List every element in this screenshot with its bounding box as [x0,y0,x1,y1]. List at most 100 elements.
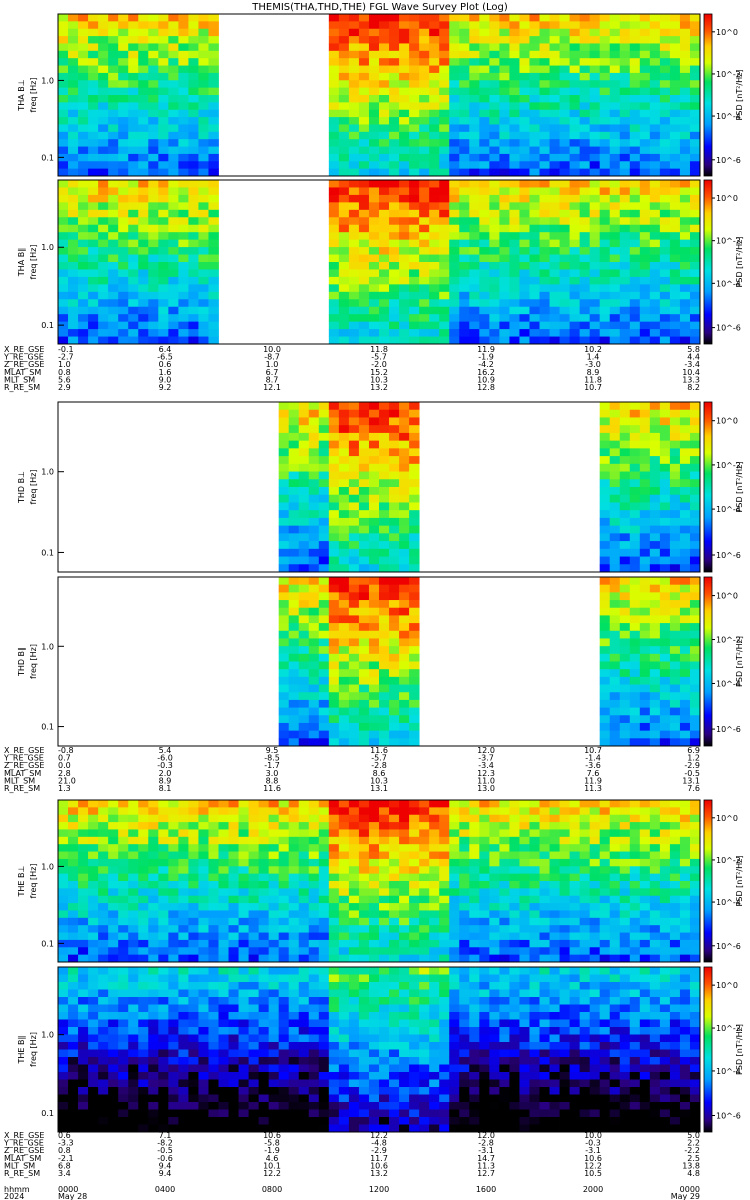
heatmap-cell [679,254,691,263]
heatmap-cell [429,65,440,74]
heatmap-cell [449,21,460,30]
heatmap-cell [419,146,430,155]
heatmap-cell [649,730,661,739]
heatmap-cell [659,903,671,911]
heatmap-cell [459,858,470,867]
heatmap-cell [549,180,560,188]
heatmap-cell [409,533,420,542]
heatmap-cell [569,829,581,838]
heatmap-cell [679,239,691,248]
heatmap-cell [549,28,560,37]
heatmap-cell [228,800,239,808]
heatmap-cell [68,895,79,904]
heatmap-cell [138,117,149,125]
heatmap-cell [138,224,149,233]
heatmap-cell [579,800,591,808]
colorbar-tick-label: 10^-4 [716,898,741,907]
heatmap-cell [419,180,430,188]
heatmap-cell [499,109,510,118]
heatmap-cell [348,28,360,37]
heatmap-cell [178,306,189,315]
heatmap-cell [98,982,109,990]
heatmap-cell [218,800,229,808]
heatmap-cell [78,925,89,933]
heatmap-cell [669,440,681,449]
heatmap-cell [619,699,631,708]
heatmap-cell [78,888,89,897]
heatmap-cell [669,954,681,963]
heatmap-cell [58,28,69,37]
heatmap-cell [118,239,129,248]
heatmap-cell [689,676,701,685]
heatmap-cell [148,202,159,211]
heatmap-cell [629,425,641,434]
heatmap-cell [338,36,350,44]
heatmap-cell [609,21,621,30]
heatmap-cell [328,722,340,732]
heatmap-cell [589,829,601,838]
heatmap-cell [479,829,490,838]
heatmap-cell [619,738,631,747]
heatmap-cell [409,638,420,647]
heatmap-cell [689,456,701,465]
heatmap-cell [599,50,611,59]
heatmap-cell [108,851,119,860]
heatmap-cell [659,584,671,593]
heatmap-cell [88,28,99,37]
heatmap-cell [429,807,440,816]
heatmap-cell [679,600,691,609]
heatmap-cell [659,471,671,480]
heatmap-cell [348,432,360,442]
heatmap-cell [469,131,480,140]
heatmap-cell [138,954,149,963]
heatmap-cell [298,463,310,472]
heatmap-cell [419,262,430,270]
colorbar-tick-label: 10^-4 [716,679,741,688]
heatmap-cell [429,954,440,963]
heatmap-cell [599,194,611,203]
heatmap-cell [439,932,450,941]
heatmap-cell [328,873,340,882]
heatmap-cell [429,903,440,911]
heatmap-cell [499,146,510,155]
heatmap-cell [178,321,189,330]
heatmap-cell [68,21,79,30]
heatmap-cell [609,440,621,449]
heatmap-cell [629,239,641,248]
heatmap-cell [529,50,540,59]
heatmap-cell [609,448,621,457]
heatmap-cell [308,888,320,897]
heatmap-cell [649,541,661,550]
heatmap-cell [198,917,209,926]
heatmap-cell [589,814,601,823]
heatmap-cell [88,232,99,241]
heatmap-cell [118,209,129,218]
heatmap-cell [619,692,631,701]
heatmap-cell [158,50,169,59]
heatmap-cell [358,661,370,670]
heatmap-cell [348,494,360,503]
heatmap-cell [539,168,550,177]
heatmap-cell [599,947,611,956]
heatmap-cell [679,402,691,411]
heatmap-cell [449,836,460,845]
heatmap-cell [449,873,460,882]
heatmap-cell [368,692,380,701]
heatmap-cell [98,910,109,919]
heatmap-cell [238,873,249,882]
heatmap-cell [659,440,671,449]
heatmap-cell [579,269,591,278]
heatmap-cell [529,202,540,211]
heatmap-cell [639,168,651,177]
heatmap-cell [549,858,560,867]
heatmap-cell [348,448,360,457]
heatmap-cell [649,417,661,426]
heatmap-cell [278,858,290,867]
heatmap-cell [338,917,350,926]
heatmap-cell [439,43,450,52]
heatmap-cell [679,247,691,255]
heatmap-cell [399,895,410,904]
heatmap-cell [358,494,370,503]
heatmap-cell [98,36,109,44]
heatmap-cell [98,903,109,911]
